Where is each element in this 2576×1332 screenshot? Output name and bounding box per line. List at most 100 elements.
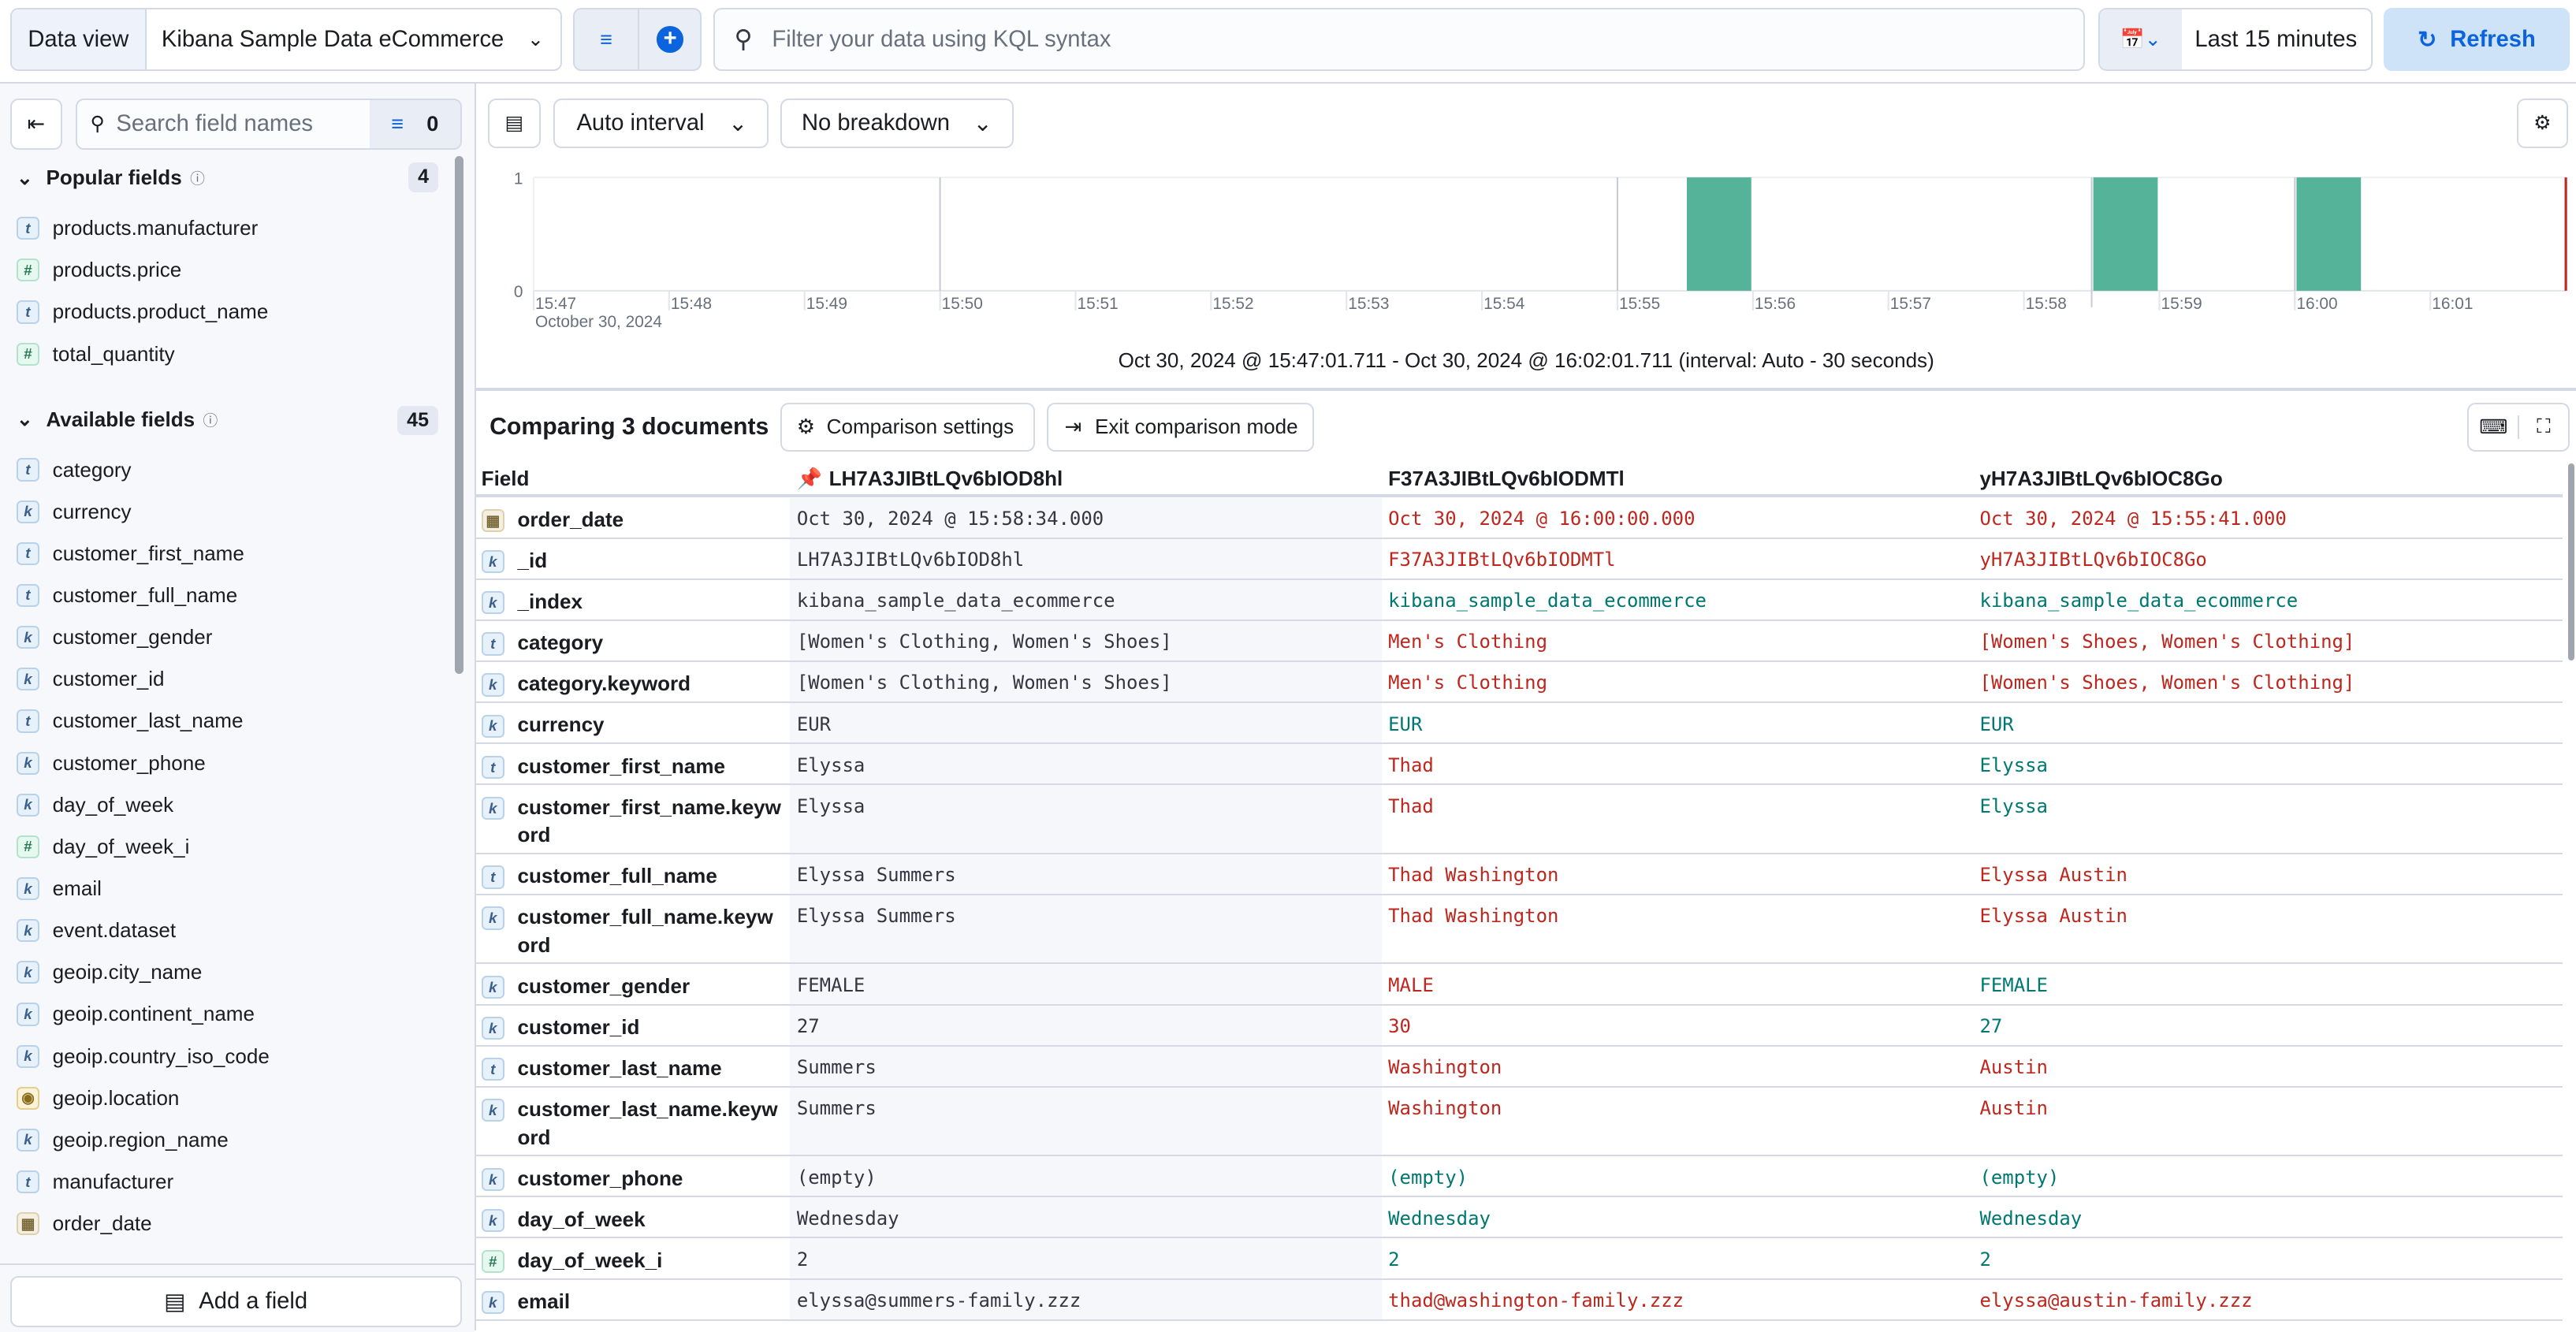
sidebar-field-item[interactable]: k geoip.country_iso_code — [16, 1040, 270, 1073]
sidebar-field-item[interactable]: k geoip.city_name — [16, 956, 203, 989]
field-value: Elyssa Summers — [796, 864, 956, 887]
field-cell: k customer_first_name.keyword — [476, 785, 790, 853]
comparison-row: k category.keyword [Women's Clothing, Wome… — [476, 661, 2563, 704]
field-name: customer_last_name — [52, 709, 244, 733]
breakdown-select[interactable]: No breakdown ⌄ — [780, 99, 1014, 148]
field-type-t-icon: t — [16, 541, 39, 565]
field-name: category — [517, 631, 604, 655]
field-cell: k _index — [476, 580, 790, 619]
interval-select[interactable]: Auto interval ⌄ — [553, 99, 769, 148]
chevron-down-icon: ⌄ — [973, 110, 992, 136]
sidebar-field-item[interactable]: ◉ geoip.location — [16, 1081, 179, 1114]
exit-comparison-button[interactable]: ⇥ Exit comparison mode — [1046, 402, 1315, 452]
value-cell: [Women's Clothing, Women's Shoes] — [790, 661, 1382, 702]
field-name: customer_last_name.keyword — [517, 1097, 778, 1149]
field-search-placeholder: Search field names — [116, 110, 314, 136]
x-tick-label: 15:58 — [2026, 295, 2067, 313]
field-name: day_of_week_i — [517, 1248, 663, 1272]
comparison-row: k customer_full_name.keyword Elyssa Summer… — [476, 895, 2563, 965]
field-type-t-icon: t — [16, 709, 39, 733]
field-value: kibana_sample_data_ecommerce — [1979, 590, 2299, 612]
sidebar-field-item[interactable]: t products.product_name — [16, 296, 268, 329]
doc-column-header[interactable]: F37A3JIBtLQv6bIODMTl — [1388, 466, 1625, 490]
field-type-n-icon: # — [481, 1250, 504, 1274]
refresh-button[interactable]: ↻ Refresh — [2384, 8, 2570, 71]
value-cell: yH7A3JIBtLQv6bIOC8Go — [1973, 539, 2564, 579]
sidebar-field-item[interactable]: t customer_full_name — [16, 579, 237, 612]
sidebar-field-item[interactable]: k customer_id — [16, 663, 165, 696]
field-name: day_of_week — [517, 1207, 646, 1231]
sidebar-field-item[interactable]: t manufacturer — [16, 1166, 173, 1199]
search-icon: ⚲ — [90, 113, 105, 136]
field-cell: t customer_full_name — [476, 854, 790, 894]
sidebar-field-item[interactable]: t customer_first_name — [16, 538, 244, 571]
popular-fields-header[interactable]: ⌄ Popular fields ⓘ — [17, 166, 205, 190]
field-filter-button[interactable]: ≡ 0 — [370, 100, 460, 148]
value-cell: Austin — [1973, 1047, 2564, 1086]
value-cell: EUR — [790, 703, 1382, 743]
field-value: Elyssa — [1979, 753, 2048, 776]
kql-query-input[interactable]: ⚲ Filter your data using KQL syntax — [713, 8, 2085, 71]
field-cell: k customer_phone — [476, 1156, 790, 1196]
table-scrollbar[interactable] — [2567, 463, 2574, 660]
x-tick-label: 15:54 — [1484, 295, 1525, 313]
field-type-t-icon: t — [481, 865, 504, 889]
collapse-sidebar-button[interactable]: ⇤ — [9, 99, 63, 150]
field-value: [Women's Clothing, Women's Shoes] — [796, 672, 1172, 694]
sidebar-field-item[interactable]: # total_quantity — [16, 337, 175, 370]
data-view-picker[interactable]: Data view Kibana Sample Data eCommerce ⌄ — [9, 8, 562, 71]
field-name: geoip.city_name — [52, 960, 203, 984]
histogram-chart: 0 1 15:47 15:48 15:49 15:50 15:51 15:52 15:53 15:… — [514, 169, 2568, 331]
sidebar-scrollbar[interactable] — [455, 155, 463, 674]
value-cell: Oct 30, 2024 @ 15:55:41.000 — [1973, 498, 2564, 538]
sidebar-field-item[interactable]: ▦ order_date — [16, 1207, 152, 1241]
date-picker[interactable]: 📅⌄ Last 15 minutes — [2098, 8, 2373, 71]
sidebar-field-item[interactable]: k email — [16, 872, 102, 906]
sidebar-field-item[interactable]: k event.dataset — [16, 914, 176, 947]
value-cell: kibana_sample_data_ecommerce — [1382, 580, 1973, 619]
sidebar-field-item[interactable]: t category — [16, 453, 132, 486]
add-filter-icon[interactable]: + — [657, 26, 683, 53]
comparison-row: k customer_first_name.keyword Elyssa Thad El… — [476, 785, 2563, 854]
sidebar-field-item[interactable]: t customer_last_name — [16, 705, 244, 738]
toggle-chart-button[interactable]: ▤ — [488, 99, 541, 148]
calendar-icon[interactable]: 📅⌄ — [2099, 9, 2182, 69]
field-name: currency — [517, 713, 605, 737]
comparison-row: ▦ order_date Oct 30, 2024 @ 15:58:34.000 Oc… — [476, 497, 2564, 539]
sidebar-field-item[interactable]: # products.price — [16, 254, 181, 287]
doc-column-header[interactable]: yH7A3JIBtLQv6bIOC8Go — [1979, 466, 2223, 490]
popular-fields-title: Popular fields — [46, 166, 182, 190]
sidebar-field-item[interactable]: # day_of_week_i — [16, 831, 189, 864]
data-view-value: Kibana Sample Data eCommerce — [161, 26, 504, 52]
field-value: [Women's Clothing, Women's Shoes] — [796, 631, 1172, 653]
field-type-t-icon: t — [481, 755, 504, 779]
search-icon: ⚲ — [734, 25, 753, 53]
add-field-button[interactable]: ▤ Add a field — [9, 1276, 462, 1328]
sidebar-field-item[interactable]: k geoip.continent_name — [16, 998, 255, 1031]
sidebar-field-item[interactable]: k customer_gender — [16, 621, 212, 654]
keyboard-icon[interactable]: ⌨ — [2469, 415, 2520, 439]
exit-icon: ⇥ — [1064, 415, 1082, 439]
value-cell: Wednesday — [790, 1197, 1382, 1237]
interval-value: Auto interval — [576, 110, 705, 136]
sidebar-field-item[interactable]: t products.manufacturer — [16, 212, 258, 245]
filter-icon: ≡ — [391, 111, 404, 136]
field-type-k-icon: k — [481, 1099, 504, 1122]
chevron-down-icon: ⌄ — [527, 28, 544, 50]
available-fields-header[interactable]: ⌄ Available fields ⓘ — [17, 407, 218, 432]
pin-icon[interactable]: 📌 — [796, 466, 823, 490]
filter-icon[interactable]: ≡ — [575, 9, 639, 69]
field-value: Elyssa — [796, 794, 865, 817]
fullscreen-icon[interactable]: ⛶ — [2537, 415, 2551, 437]
field-filter-count: 0 — [426, 111, 439, 136]
chart-options-button[interactable]: ⚙ — [2516, 99, 2568, 148]
field-name: currency — [52, 499, 132, 523]
doc-column-header-pinned[interactable]: 📌 LH7A3JIBtLQv6bIOD8hl — [790, 460, 1069, 495]
sidebar-field-item[interactable]: k customer_phone — [16, 746, 206, 779]
field-type-t-icon: t — [481, 1058, 504, 1081]
comparison-settings-button[interactable]: ⚙ Comparison settings — [780, 402, 1036, 452]
field-search-input[interactable]: ⚲ Search field names ≡ 0 — [75, 99, 462, 150]
sidebar-field-item[interactable]: k geoip.region_name — [16, 1124, 229, 1157]
sidebar-field-item[interactable]: k currency — [16, 495, 132, 528]
sidebar-field-item[interactable]: k day_of_week — [16, 788, 173, 821]
